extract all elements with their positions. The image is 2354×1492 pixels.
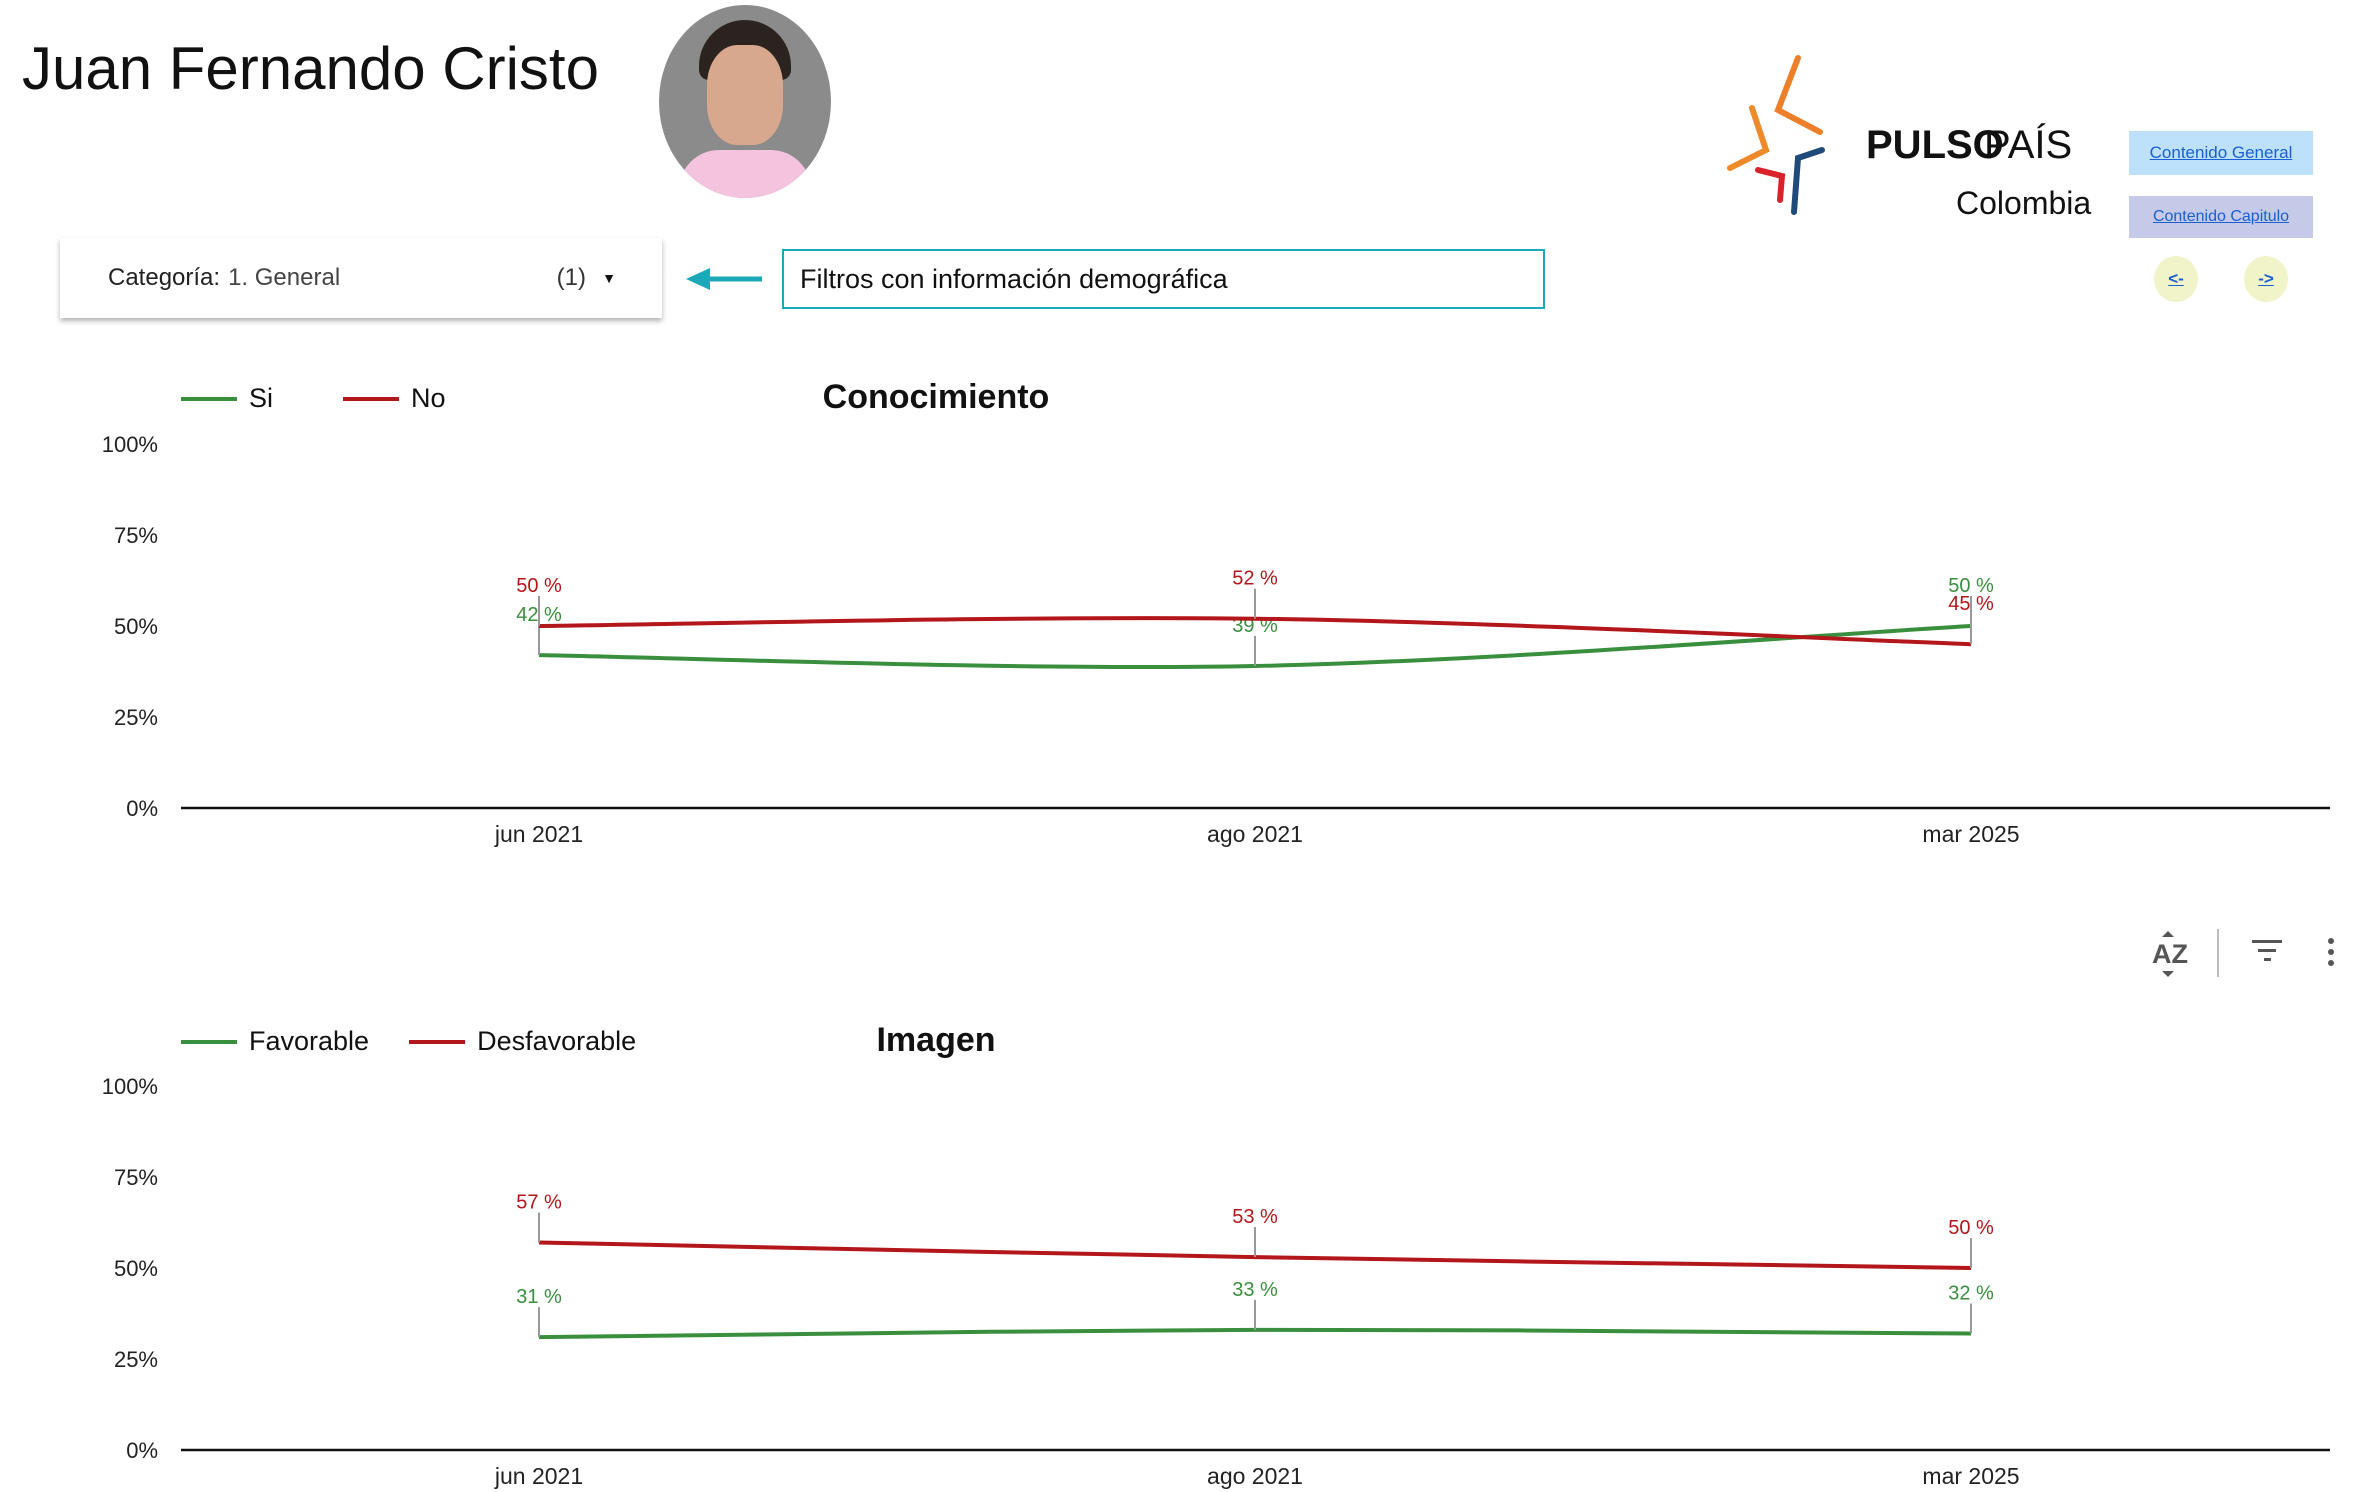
logo-brand-bold: PULSO [1866,123,2004,167]
data-label: 57 % [516,1192,562,1214]
legend-label: Favorable [249,1026,370,1056]
y-tick-label: 50% [114,1256,158,1281]
x-tick-label: mar 2025 [1922,1463,2019,1489]
legend-label: Si [249,383,274,413]
data-label: 31 % [516,1286,562,1308]
category-label: Categoría: [108,264,221,291]
y-tick-label: 75% [114,1165,158,1190]
data-label: 50 % [1948,1217,1994,1239]
legend-item-desfavorable: Desfavorable [409,1026,636,1057]
legend-label: Desfavorable [477,1026,637,1056]
data-label: 50 % [1948,575,1994,597]
pulsopais-logo: PULSO PAÍS Colombia [1727,55,2091,220]
filters-note-text: Filtros con información demográfica [800,263,1228,294]
y-tick-label: 100% [102,1074,158,1099]
data-label: 50 % [516,575,562,597]
data-label: 32 % [1948,1283,1994,1305]
chart2-legend: Favorable Desfavorable [181,1026,646,1057]
next-page-button[interactable]: -> [2244,256,2288,302]
x-tick-label: ago 2021 [1207,1463,1303,1489]
x-tick-label: ago 2021 [1207,821,1303,847]
contenido-capitulo-button[interactable]: Contenido Capitulo [2129,196,2313,238]
legend-item-favorable: Favorable [181,1026,369,1057]
legend-item-si: Si [181,383,273,414]
chart-toolbar: AZ [2152,929,2334,977]
data-label: 52 % [1232,568,1278,590]
y-tick-label: 50% [114,614,158,639]
page-title: Juan Fernando Cristo [22,35,599,102]
legend-item-no: No [343,383,446,414]
x-tick-label: mar 2025 [1922,821,2019,847]
category-value: 1. General [228,264,341,291]
svg-text:AZ: AZ [2152,939,2188,969]
category-dropdown[interactable]: Categoría: 1. General (1) ▼ [60,238,662,318]
y-tick-label: 75% [114,523,158,548]
x-tick-label: jun 2021 [494,821,583,847]
y-tick-label: 25% [114,1347,158,1372]
y-tick-label: 25% [114,705,158,730]
more-options-icon[interactable] [2328,938,2334,966]
logo-brand-light: PAÍS [1984,122,2072,167]
category-count: (1) [556,264,586,291]
conocimiento-chart: 0% 25% 50% 75% 100% jun 2021 ago 2021 mar 2025 4… [102,432,2330,847]
chart1-legend: Si No [181,383,456,414]
series-line-favorable [538,1327,1972,1340]
y-tick-label: 100% [102,432,158,457]
x-tick-label: jun 2021 [494,1463,583,1489]
demographic-filters-note: Filtros con información demográfica [782,249,1545,309]
data-label: 53 % [1232,1206,1278,1228]
filter-icon[interactable] [2252,940,2282,961]
candidate-photo [659,5,831,198]
chart1-title: Conocimiento [822,378,1050,416]
arrow-left-icon [686,268,762,290]
contenido-general-button[interactable]: Contenido General [2129,131,2313,175]
caret-down-icon: ▼ [602,270,616,286]
imagen-chart: 0% 25% 50% 75% 100% jun 2021 ago 2021 mar 2025 3… [102,1074,2330,1489]
data-label: 33 % [1232,1279,1278,1301]
y-tick-label: 0% [126,1438,158,1463]
previous-page-button[interactable]: <- [2154,256,2198,302]
chart2-title: Imagen [876,1021,996,1059]
y-tick-label: 0% [126,796,158,821]
sort-az-icon[interactable]: AZ [2152,931,2188,977]
data-label: 45 % [1948,593,1994,615]
legend-label: No [411,383,446,413]
logo-country: Colombia [1956,185,2091,220]
